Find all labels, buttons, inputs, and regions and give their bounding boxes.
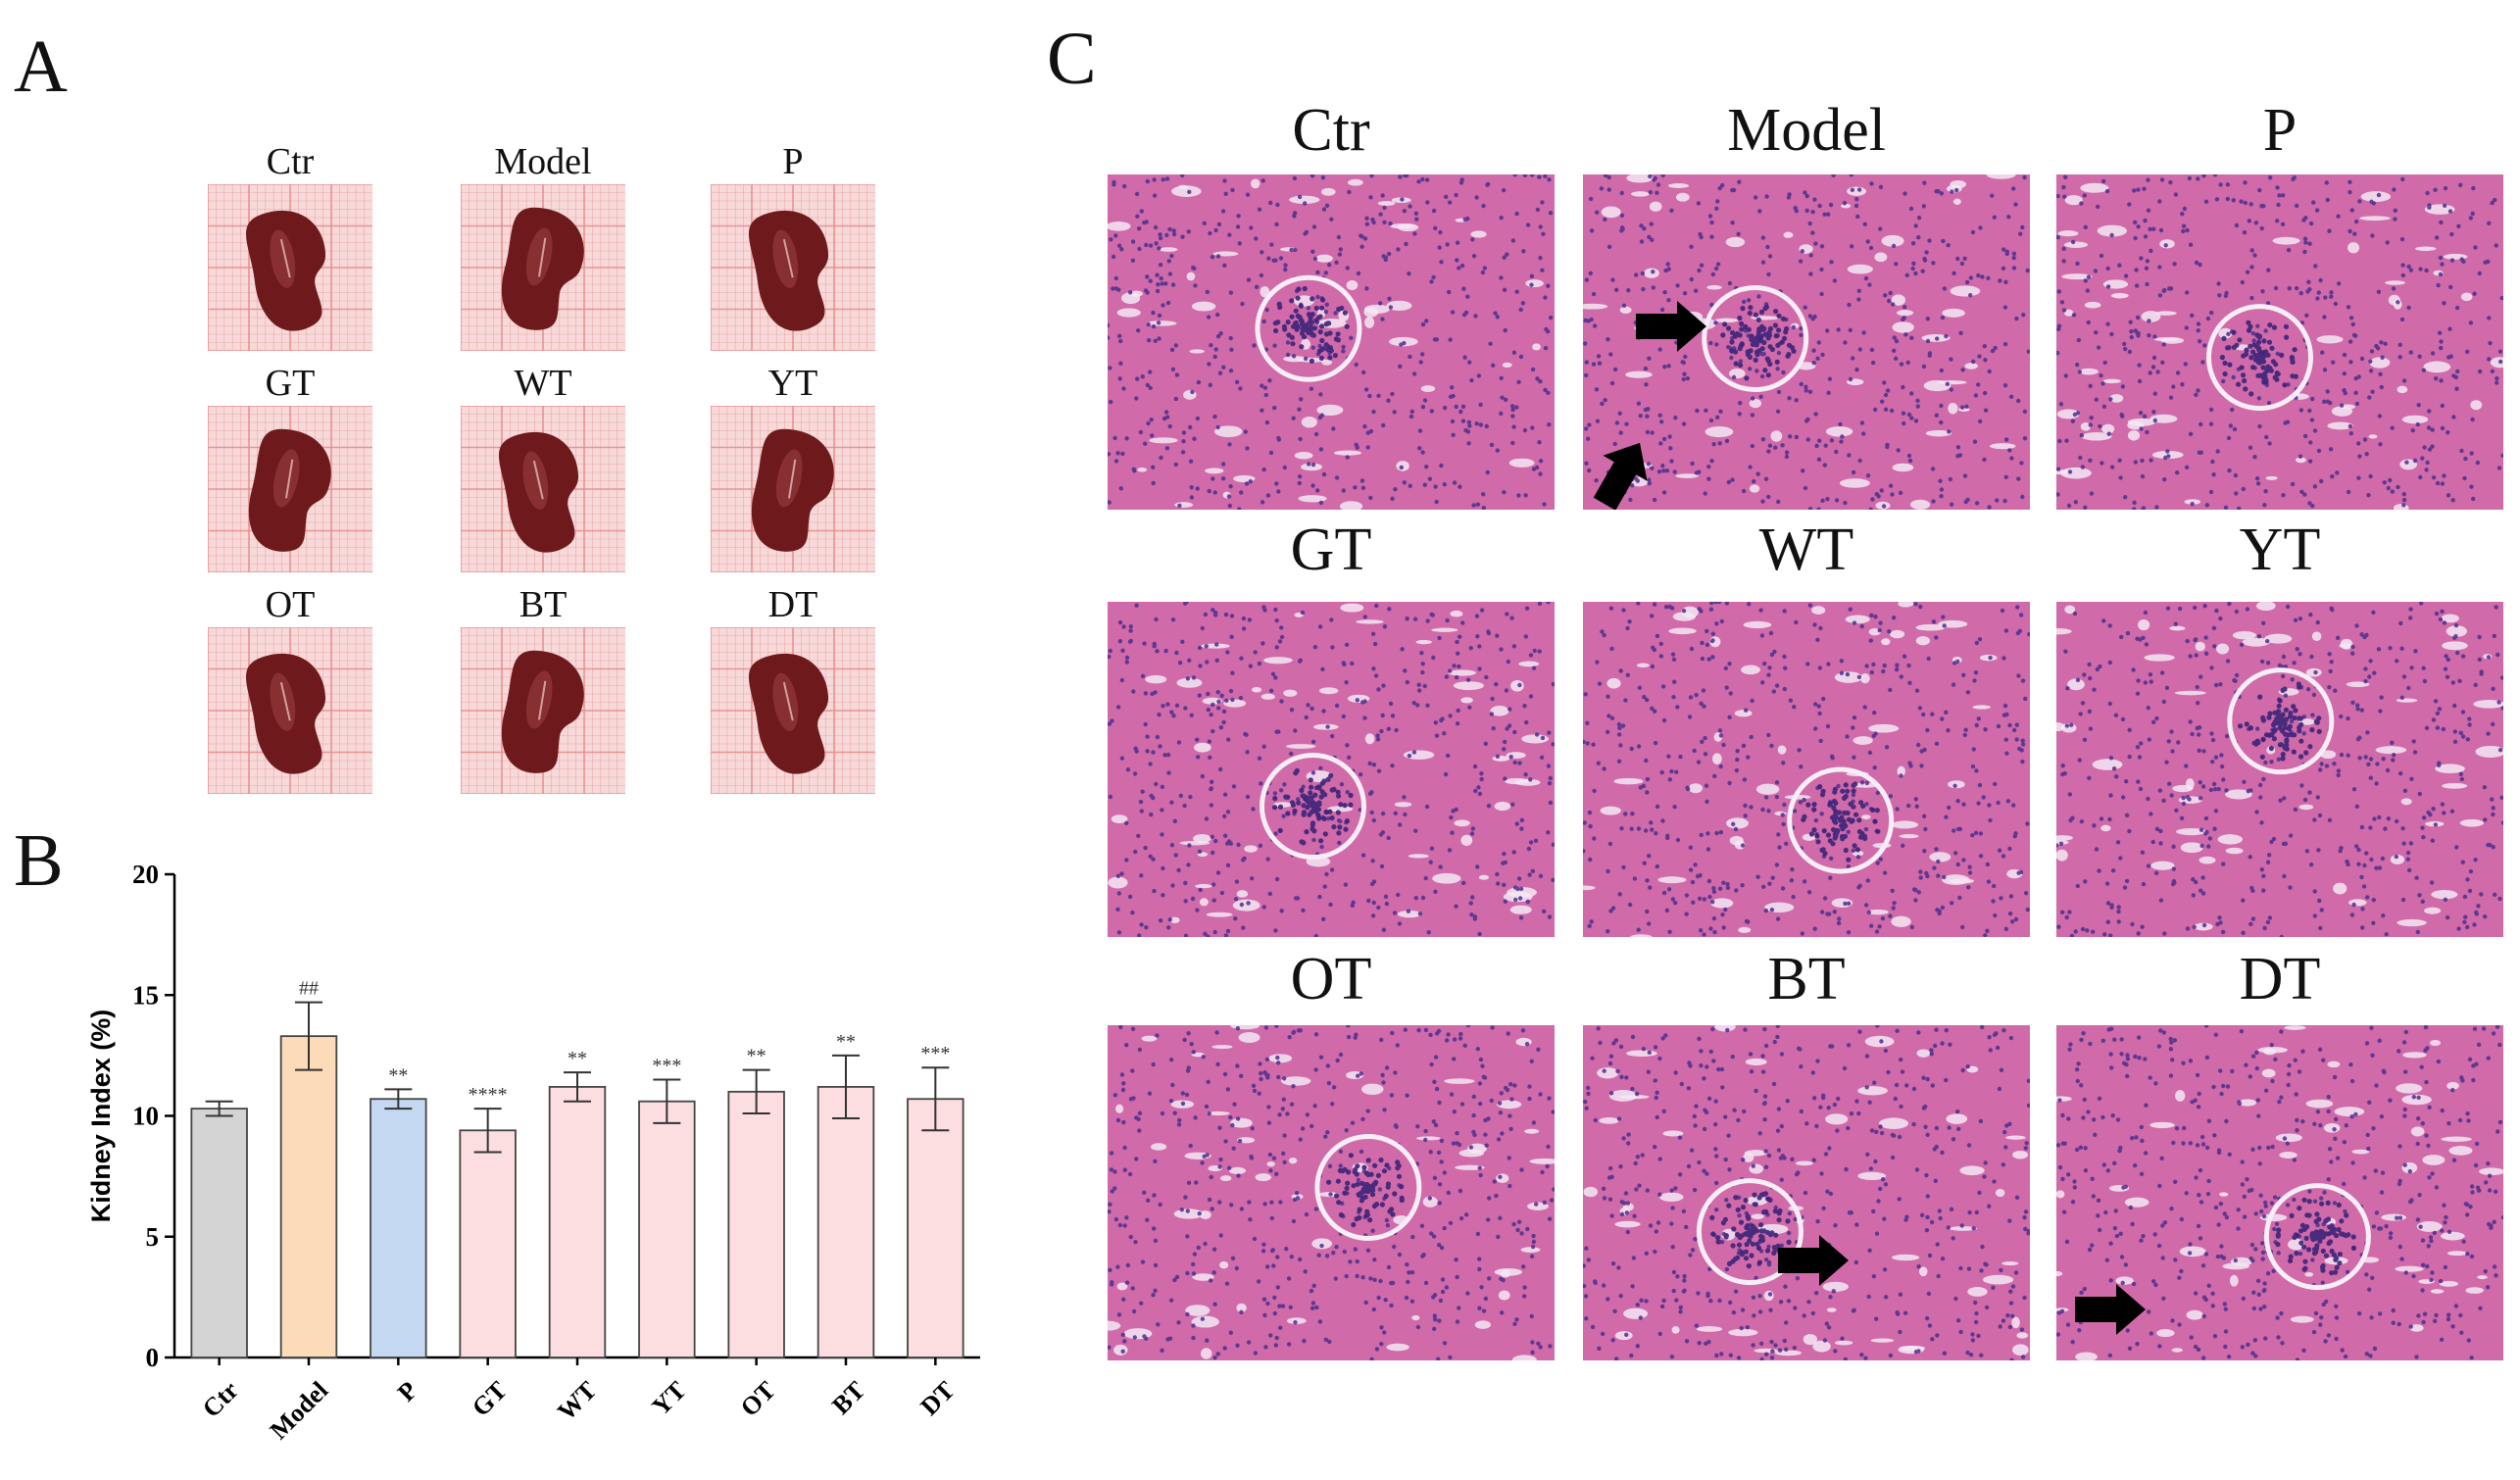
significance-mark: ** (747, 1046, 766, 1067)
bar-model (279, 1035, 338, 1358)
x-tick-label: Ctr (197, 1376, 244, 1423)
histology-image (2056, 1025, 2503, 1360)
glomerulus (2227, 667, 2335, 775)
glomerulus (1702, 285, 1809, 393)
arrow-icon (1778, 1235, 1849, 1286)
bar-ctr (190, 1108, 248, 1358)
bar-p (370, 1098, 427, 1358)
x-tick-label: YT (647, 1376, 692, 1421)
kidney-photo (461, 627, 625, 794)
kidney-photo (208, 406, 372, 572)
kidney-photo (711, 184, 875, 351)
histology-image (1583, 174, 2030, 510)
histology-label: Ctr (1292, 97, 1370, 164)
significance-mark: ** (388, 1064, 408, 1086)
kidney-photo-label: Ctr (266, 141, 315, 182)
x-tick-label: OT (735, 1376, 781, 1422)
bar-bt (816, 1086, 875, 1358)
histology-label: P (2262, 97, 2298, 164)
histology-label: OT (1290, 946, 1372, 1012)
glomerulus (1255, 274, 1362, 382)
bar-wt (548, 1086, 607, 1358)
x-tick-label: BT (826, 1376, 870, 1420)
kidney-photo-label: DT (767, 584, 818, 625)
arrow-icon (1593, 442, 1648, 510)
kidney-photo-label: Model (494, 141, 592, 182)
kidney-photo (711, 627, 875, 794)
histology-image (1583, 1025, 2030, 1360)
x-tick-label: DT (915, 1376, 961, 1421)
y-axis-label: Kidney Index (%) (86, 1010, 116, 1223)
glomerulus (1314, 1133, 1422, 1241)
panel-label-b: B (14, 819, 64, 902)
significance-mark: ## (299, 978, 319, 1000)
significance-mark: ** (568, 1048, 587, 1069)
arrow-icon (2075, 1284, 2146, 1335)
significance-mark: *** (920, 1043, 950, 1064)
glomerulus (2205, 304, 2313, 412)
bar-ot (727, 1090, 785, 1358)
histology-image (1108, 174, 1555, 510)
bar-dt (907, 1098, 964, 1358)
y-tick-label: 20 (132, 860, 159, 889)
histology-label: Model (1727, 97, 1886, 164)
panel-label-c: C (1047, 18, 1097, 100)
y-tick-label: 15 (132, 980, 159, 1010)
significance-mark: *** (652, 1056, 681, 1077)
y-tick-label: 5 (146, 1222, 160, 1252)
x-tick-label: P (392, 1376, 423, 1407)
kidney-photo (461, 184, 625, 351)
arrow-icon (1636, 301, 1706, 352)
x-tick-label: Model (265, 1376, 334, 1446)
kidney-photo (461, 406, 625, 572)
significance-mark: **** (469, 1084, 508, 1106)
x-tick-label: WT (552, 1376, 602, 1426)
histology-label: DT (2239, 946, 2321, 1012)
histology-label: GT (1290, 517, 1372, 583)
histology-image (2056, 602, 2503, 937)
significance-mark: ** (836, 1031, 856, 1053)
kidney-photo-label: GT (265, 363, 316, 404)
kidney-photo-label: YT (767, 363, 818, 404)
histology-image (1108, 602, 1555, 937)
histology-label: WT (1758, 517, 1854, 583)
kidney-photo-label: BT (519, 584, 568, 625)
bar-gt (459, 1129, 517, 1358)
histology-label: BT (1767, 946, 1846, 1012)
kidney-photo-label: WT (514, 363, 572, 404)
histology-image (1583, 602, 2030, 937)
glomerulus (1696, 1178, 1804, 1286)
y-tick-label: 10 (132, 1102, 159, 1131)
kidney-photo-label: P (782, 141, 804, 182)
bar-yt (638, 1100, 696, 1358)
y-tick-label: 0 (146, 1343, 160, 1372)
glomerulus (2263, 1183, 2371, 1291)
x-tick-label: GT (467, 1376, 513, 1422)
histology-label: YT (2239, 517, 2321, 583)
kidney-photo-label: OT (265, 584, 316, 625)
panel-label-a: A (14, 25, 68, 108)
kidney-photo (208, 627, 372, 794)
kidney-photo (711, 406, 875, 572)
histology-image (1108, 1025, 1555, 1360)
glomerulus (1787, 766, 1895, 874)
kidney-photo (208, 184, 372, 351)
glomerulus (1259, 753, 1366, 861)
histology-image (2056, 174, 2503, 510)
